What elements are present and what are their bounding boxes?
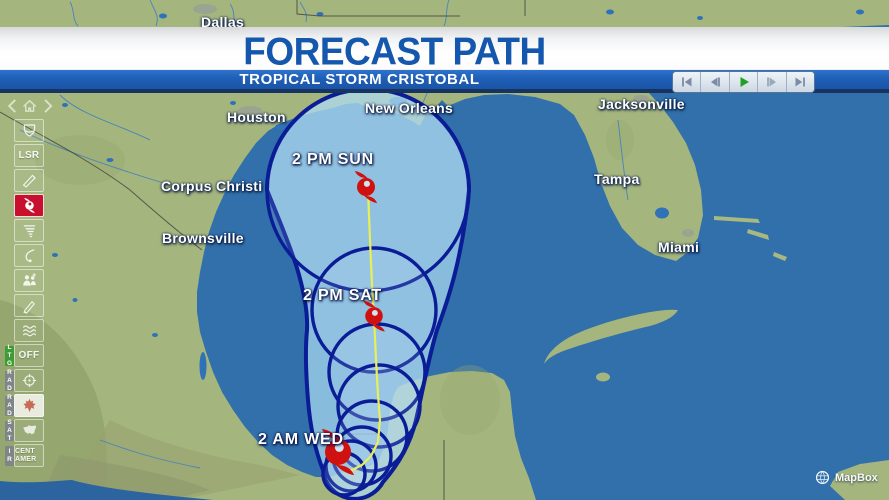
step-back-icon	[711, 78, 719, 87]
chev-l-icon	[9, 100, 15, 112]
sidebar-item-local-storm-reports[interactable]: LSR	[14, 144, 44, 167]
pan-left-button[interactable]	[4, 97, 21, 115]
banner-title-bar: FORECAST PATH	[0, 27, 889, 73]
play-icon	[740, 77, 749, 87]
attribution-label: MapBox	[835, 471, 878, 484]
skip-start-icon	[683, 78, 692, 87]
map-city-label: Houston	[227, 109, 286, 125]
sidebar-item-radar-global[interactable]: RAD	[5, 369, 44, 393]
cone-icon	[20, 172, 39, 189]
step-forward-button[interactable]	[758, 72, 787, 92]
step-back-button[interactable]	[701, 72, 730, 92]
sidebar-item-draw-tool[interactable]	[14, 294, 44, 317]
sidebar-item-label: CENT AMER	[15, 447, 37, 463]
toolbar-nav	[4, 96, 56, 116]
crosshair-icon	[20, 372, 39, 389]
map-city-label: Brownsville	[162, 230, 244, 246]
animation-player-controls	[672, 71, 815, 93]
skip-end-icon	[796, 78, 805, 87]
page-title: FORECAST PATH	[243, 30, 546, 73]
sidebar-tab-rad[interactable]: RAD	[5, 369, 14, 393]
mapbox-logo-icon	[814, 469, 831, 486]
chev-r-icon	[45, 100, 51, 112]
sidebar-item-watches-warnings[interactable]	[14, 119, 44, 142]
map-city-label: Tampa	[594, 171, 640, 187]
storm-time-label: 2 PM SAT	[303, 287, 383, 304]
storm-time-label: 2 AM WED	[258, 431, 344, 448]
banner-subtitle-bar: TROPICAL STORM CRISTOBAL	[0, 69, 889, 89]
sidebar-item-ir-central-america[interactable]: IR CENT AMER	[5, 444, 44, 467]
title-banner: FORECAST PATH TROPICAL STORM CRISTOBAL	[0, 27, 889, 93]
sidebar-item-tornado-tracks[interactable]	[14, 219, 44, 242]
sidebar-tab-ltg[interactable]: LTG	[5, 344, 14, 368]
sidebar-item-label: OFF	[18, 350, 40, 361]
sidebar-item-wave-heights[interactable]	[14, 319, 44, 342]
tornado-icon	[20, 222, 39, 239]
sidebar-item-hook-echo[interactable]	[14, 244, 44, 267]
sidebar-tab-ir[interactable]: IR	[5, 446, 14, 466]
map-city-label: New Orleans	[365, 100, 454, 116]
storm-time-label: 2 PM SUN	[292, 151, 374, 168]
spotter-icon	[20, 272, 39, 289]
sidebar-item-radar-canada[interactable]: RAD	[5, 394, 44, 418]
hurr-icon	[20, 197, 39, 214]
map-city-label: Jacksonville	[598, 96, 685, 112]
map-city-label: Dallas	[201, 14, 245, 30]
waves-icon	[20, 322, 39, 339]
pacific-ocean	[0, 480, 213, 500]
skip-start-button[interactable]	[673, 72, 702, 92]
sidebar-item-satellite-us[interactable]: SAT	[5, 419, 44, 443]
play-button[interactable]	[729, 72, 759, 92]
map-city-label: Miami	[658, 239, 700, 255]
sidebar-tab-rad[interactable]: RAD	[5, 394, 14, 418]
pencil-icon	[20, 297, 39, 314]
home-icon	[24, 101, 36, 111]
step-fwd-icon	[768, 78, 776, 87]
sidebar-item-hurricane-tracks[interactable]	[14, 194, 44, 217]
sidebar-item-label: LSR	[18, 150, 40, 161]
sidebar-item-spotter-network[interactable]	[14, 269, 44, 292]
maple-icon	[20, 397, 39, 414]
sidebar-item-severe-cone[interactable]	[14, 169, 44, 192]
sidebar-tab-sat[interactable]: SAT	[5, 419, 14, 443]
sidebar-item-lightning-layer[interactable]: LTG OFF	[5, 344, 44, 368]
hook-icon	[20, 247, 39, 264]
shield-icon	[20, 122, 39, 139]
storm-name-subtitle: TROPICAL STORM CRISTOBAL	[239, 71, 480, 88]
rivers-lakes	[19, 0, 629, 469]
usmap-icon	[20, 422, 39, 439]
map-city-label: Corpus Christi	[161, 178, 263, 194]
home-button[interactable]	[21, 97, 38, 115]
pan-right-button[interactable]	[39, 97, 56, 115]
map-attribution: MapBox	[814, 469, 878, 486]
skip-end-button[interactable]	[786, 72, 814, 92]
banner-bottom-border	[0, 89, 889, 93]
